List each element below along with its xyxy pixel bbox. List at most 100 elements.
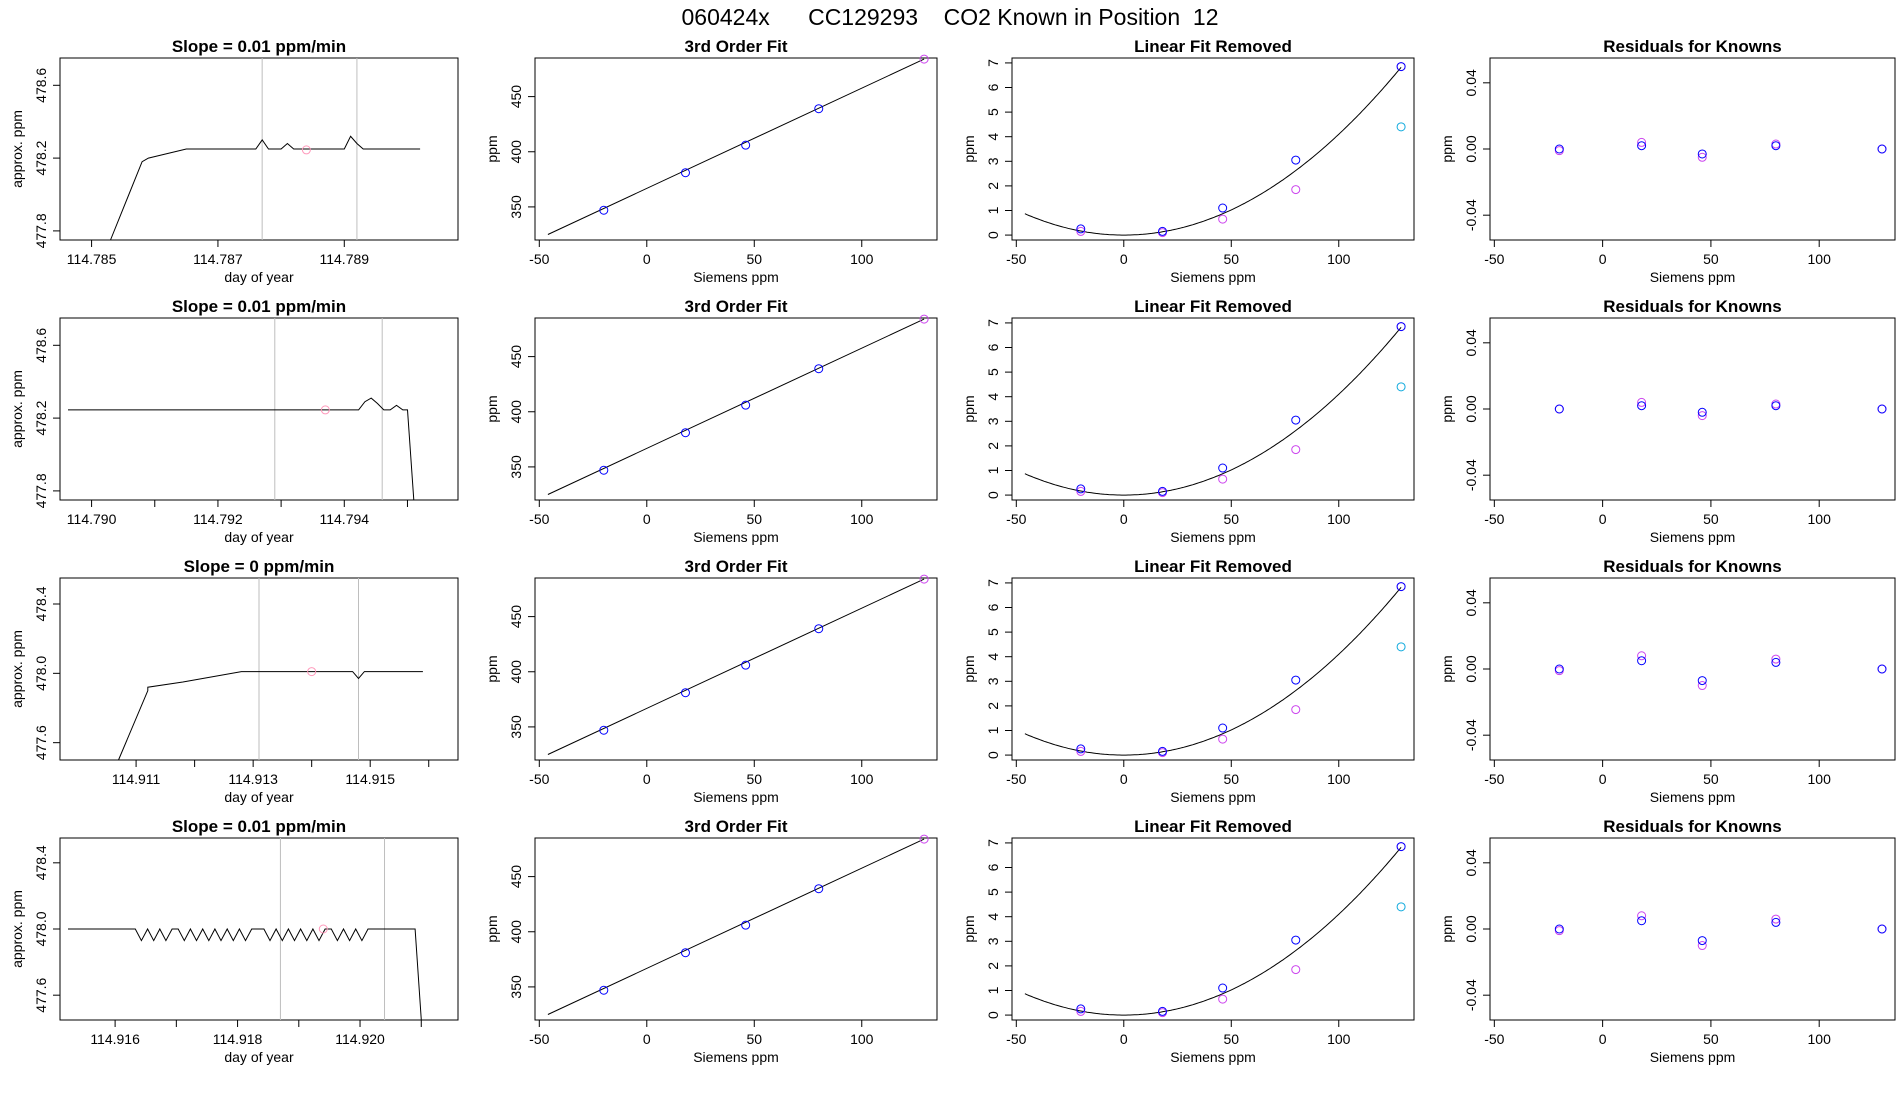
trace-r0-xtick-label: 114.785 [67, 251, 117, 267]
trace-r2-ytick-label: 477.6 [33, 725, 49, 760]
linfit-r0-xlabel: Siemens ppm [1170, 269, 1256, 285]
linfit-r1-frame [1011, 317, 1415, 501]
trace-r0-ytick-label: 478.2 [33, 140, 49, 175]
trace-r3-xtick-label: 114.918 [213, 1031, 263, 1047]
linfit-r1-ytick-label: 4 [985, 393, 1001, 401]
linfit-r3-magenta-point [1076, 1006, 1086, 1016]
linfit-r3-ytick-label: 7 [985, 839, 1001, 847]
linfit-r3-xlabel: Siemens ppm [1170, 1049, 1256, 1065]
fit-r0-frame [534, 57, 938, 241]
resid-r0-xtick-label: 100 [1808, 251, 1832, 267]
linfit-r1-ytick-label: 1 [985, 466, 1001, 474]
fit-r3-xtick-label: 0 [643, 1031, 651, 1047]
linfit-r2-curve [1024, 586, 1402, 756]
fit-r1-point [599, 465, 609, 475]
resid-r3-blue-point [1637, 916, 1647, 926]
resid-r3-xtick-label: 50 [1703, 1031, 1719, 1047]
fit-r2-point [599, 725, 609, 735]
figure-title: 060424x CC129293 CO2 Known in Position 1… [681, 4, 1219, 30]
resid-r0-xtick-label: 50 [1703, 251, 1719, 267]
trace-r1-marker [320, 405, 330, 415]
resid-r2-magenta-point [1771, 654, 1781, 664]
trace-r1-ytick-label: 477.8 [33, 473, 49, 508]
resid-r1-blue-point [1554, 404, 1564, 414]
trace-r1-xtick-label: 114.794 [319, 511, 369, 527]
linfit-r3-blue-point [1291, 935, 1301, 945]
linfit-r0-ytick-label: 3 [985, 157, 1001, 165]
fit-r0-xtick-label: -50 [529, 251, 549, 267]
linfit-r2-xtick-label: -50 [1006, 771, 1026, 787]
trace-r2-xtick-label: 114.915 [345, 771, 395, 787]
linfit-r3-ytick-label: 2 [985, 962, 1001, 970]
linfit-r3-magenta-point [1218, 994, 1228, 1004]
trace-r3-ytick-label: 477.6 [33, 977, 49, 1012]
linfit-r0-ytick-label: 0 [985, 231, 1001, 239]
fit-r1-fit-line [547, 318, 925, 495]
linfit-r2-ytick-label: 3 [985, 677, 1001, 685]
resid-r0-ytick-label: 0.04 [1463, 69, 1479, 96]
trace-r0-marker [301, 145, 311, 155]
fit-r3-frame [534, 837, 938, 1021]
linfit-r3-cyan-point [1396, 902, 1406, 912]
resid-r2-xtick-label: -50 [1484, 771, 1504, 787]
fit-r2-point [741, 660, 751, 670]
linfit-r0-xtick-label: -50 [1006, 251, 1026, 267]
resid-r1-xtick-label: 50 [1703, 511, 1719, 527]
fit-r2-ylabel: ppm [484, 655, 500, 682]
linfit-r3-blue-point [1396, 842, 1406, 852]
linfit-r1-curve [1024, 326, 1402, 496]
linfit-r3-ytick-label: 0 [985, 1011, 1001, 1019]
trace-r2-xtick-label: 114.911 [112, 771, 161, 787]
fit-r3-ytick-label: 450 [508, 865, 524, 889]
resid-r2-xtick-label: 0 [1599, 771, 1607, 787]
resid-r1-magenta-point [1697, 411, 1707, 421]
resid-r0-title: Residuals for Knowns [1603, 37, 1782, 56]
linfit-r1-ytick-label: 6 [985, 343, 1001, 351]
linfit-r0-ytick-label: 2 [985, 182, 1001, 190]
linfit-r0-magenta-point [1218, 214, 1228, 224]
linfit-r0-curve [1024, 66, 1402, 236]
linfit-r3-xtick-label: -50 [1006, 1031, 1026, 1047]
fit-r0-ytick-label: 350 [508, 195, 524, 219]
linfit-r2-xtick-label: 0 [1120, 771, 1128, 787]
fit-r1-title: 3rd Order Fit [685, 297, 788, 316]
linfit-r3-ytick-label: 5 [985, 888, 1001, 896]
resid-r1-xtick-label: 100 [1808, 511, 1832, 527]
trace-r1-xtick-label: 114.790 [67, 511, 117, 527]
trace-r1-ylabel: approx. ppm [9, 370, 25, 448]
linfit-r2-magenta-point [1076, 746, 1086, 756]
trace-r1-title: Slope = 0.01 ppm/min [172, 297, 346, 316]
resid-r2-title: Residuals for Knowns [1603, 557, 1782, 576]
linfit-r1-xlabel: Siemens ppm [1170, 529, 1256, 545]
trace-r3-marker [318, 924, 328, 934]
trace-r0-ytick-label: 477.8 [33, 213, 49, 248]
trace-r2-ytick-label: 478.4 [33, 586, 49, 621]
linfit-r3-frame [1011, 837, 1415, 1021]
fit-r2-ytick-label: 350 [508, 715, 524, 739]
trace-r2-xlabel: day of year [224, 789, 294, 805]
fit-r1-frame [534, 317, 938, 501]
resid-r1-magenta-point [1637, 397, 1647, 407]
resid-r1-frame [1489, 317, 1896, 501]
trace-r0-ylabel: approx. ppm [9, 110, 25, 188]
linfit-r1-xtick-label: -50 [1006, 511, 1026, 527]
linfit-r2-ytick-label: 7 [985, 579, 1001, 587]
fit-r3-fit-line [547, 838, 925, 1015]
fit-r1-xtick-label: 50 [746, 511, 762, 527]
trace-r1-ytick-label: 478.2 [33, 400, 49, 435]
linfit-r1-magenta-point [1218, 474, 1228, 484]
trace-r1-frame [59, 317, 459, 501]
fit-r3-ylabel: ppm [484, 915, 500, 942]
linfit-r1-blue-point [1157, 486, 1167, 496]
linfit-r3-curve [1024, 846, 1402, 1016]
fit-r3-ytick-label: 350 [508, 975, 524, 999]
resid-r2-xtick-label: 50 [1703, 771, 1719, 787]
fit-r3-xtick-label: 50 [746, 1031, 762, 1047]
fit-r0-ytick-label: 400 [508, 140, 524, 164]
resid-r1-xtick-label: 0 [1599, 511, 1607, 527]
resid-r0-magenta-point [1697, 152, 1707, 162]
fit-r2-point [814, 624, 824, 634]
resid-r0-blue-point [1771, 141, 1781, 151]
resid-r1-ylabel: ppm [1439, 395, 1455, 422]
